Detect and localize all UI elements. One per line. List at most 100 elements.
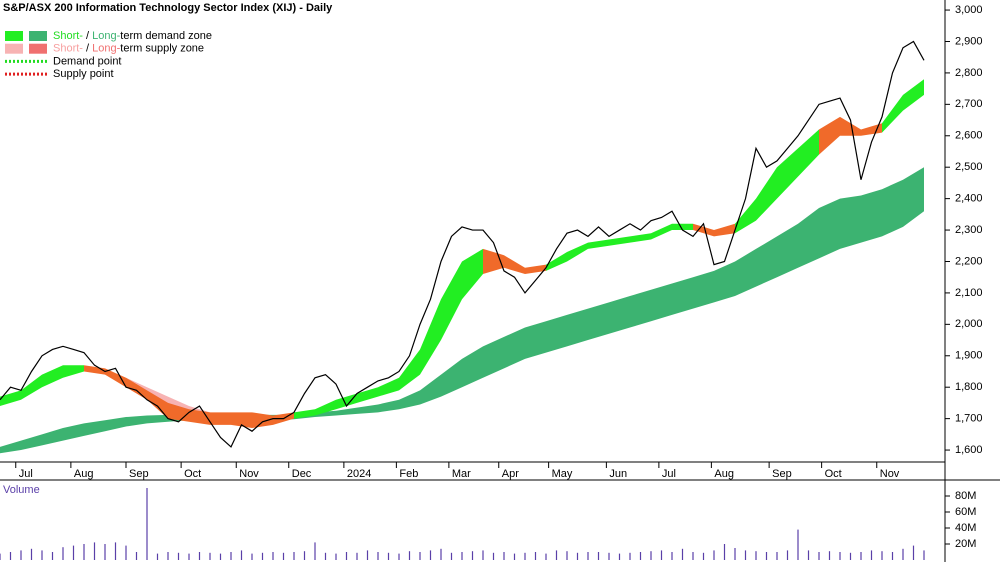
- volume-bar: [860, 552, 862, 560]
- volume-bar: [230, 552, 232, 560]
- legend-text-part: Long-: [92, 30, 120, 42]
- volume-bar: [345, 552, 348, 560]
- volume-bar: [524, 552, 526, 560]
- x-tick-label: Aug: [714, 468, 734, 480]
- x-tick-label: 2024: [347, 468, 371, 480]
- legend-swatch: [29, 43, 47, 54]
- volume-title: Volume: [3, 484, 40, 496]
- volume-bar: [639, 552, 642, 560]
- volume-bar: [849, 552, 852, 560]
- x-tick-label: Jun: [609, 468, 627, 480]
- volume-bar: [377, 552, 379, 560]
- volume-bar: [608, 552, 610, 560]
- x-tick-label: Dec: [292, 468, 312, 480]
- zone-band: [693, 223, 735, 237]
- legend-text-part: Long-: [92, 43, 120, 55]
- y-tick-label: 1,600: [955, 444, 983, 456]
- volume-bar: [293, 552, 295, 560]
- legend-text-part: /: [83, 43, 92, 55]
- volume-bar: [471, 551, 474, 560]
- volume-bar: [839, 552, 841, 560]
- volume-bar: [797, 529, 799, 560]
- volume-bar: [251, 553, 253, 560]
- volume-bar: [734, 548, 736, 560]
- y-tick-label: 1,900: [955, 350, 983, 362]
- volume-y-tick-label: 80M: [955, 490, 976, 502]
- volume-bar: [923, 550, 925, 560]
- volume-bar: [660, 550, 663, 560]
- legend-text-part: Short-: [53, 30, 83, 42]
- legend-text-part: term supply zone: [120, 43, 204, 55]
- volume-bar: [429, 550, 432, 560]
- y-tick-label: 2,800: [955, 67, 983, 79]
- volume-bar: [881, 551, 883, 560]
- x-tick-label: Nov: [239, 468, 259, 480]
- volume-bar: [461, 552, 463, 560]
- volume-bar: [167, 552, 169, 560]
- legend-label: Supply point: [53, 68, 114, 80]
- volume-bar: [125, 545, 127, 560]
- volume-bar: [398, 553, 400, 560]
- volume-bar: [135, 552, 138, 560]
- volume-bar: [272, 552, 274, 560]
- volume-bar: [513, 553, 516, 560]
- volume-bar: [629, 552, 631, 560]
- volume-bar: [62, 547, 64, 560]
- volume-y-tick-label: 20M: [955, 538, 976, 550]
- volume-bar: [482, 550, 484, 560]
- legend-text-part: /: [83, 30, 92, 42]
- volume-bar: [597, 552, 600, 560]
- volume-bar: [177, 552, 180, 560]
- volume-bar: [146, 488, 148, 560]
- zone-band: [735, 129, 819, 234]
- volume-bar: [807, 550, 810, 560]
- x-tick-label: Jul: [662, 468, 676, 480]
- zone-band: [483, 248, 546, 275]
- legend-label: Demand point: [53, 55, 122, 67]
- volume-bar: [114, 542, 117, 560]
- volume-bar: [618, 553, 621, 560]
- zone-band: [546, 223, 693, 271]
- volume-bar: [828, 551, 831, 560]
- volume-bar: [104, 544, 106, 560]
- volume-bar: [198, 552, 201, 560]
- zone-band: [819, 116, 882, 155]
- x-tick-label: Apr: [502, 468, 519, 480]
- volume-bar: [261, 552, 264, 560]
- volume-bar: [765, 552, 768, 560]
- volume-bar: [702, 552, 705, 560]
- volume-bar: [219, 553, 222, 560]
- legend-label: Short- / Long-term supply zone: [53, 43, 204, 55]
- y-tick-label: 3,000: [955, 4, 983, 16]
- volume-y-tick-label: 60M: [955, 506, 976, 518]
- x-tick-label: Mar: [452, 468, 471, 480]
- volume-bar: [314, 542, 316, 560]
- y-tick-label: 2,000: [955, 318, 983, 330]
- y-tick-label: 2,100: [955, 287, 983, 299]
- volume-bar: [492, 552, 495, 560]
- volume-bar: [440, 548, 442, 560]
- y-tick-label: 2,400: [955, 193, 983, 205]
- volume-bar: [72, 545, 75, 560]
- volume-y-tick-label: 40M: [955, 522, 976, 534]
- y-tick-label: 2,200: [955, 255, 983, 267]
- volume-bar: [41, 550, 43, 560]
- y-tick-label: 2,700: [955, 98, 983, 110]
- volume-bar: [755, 551, 757, 560]
- x-tick-label: Jul: [19, 468, 33, 480]
- x-tick-label: Sep: [129, 468, 149, 480]
- x-tick-label: Oct: [184, 468, 201, 480]
- chart-title: S&P/ASX 200 Information Technology Secto…: [3, 2, 333, 14]
- volume-bar: [20, 550, 22, 560]
- legend-label: Short- / Long-term demand zone: [53, 30, 212, 42]
- zone-band: [0, 167, 924, 454]
- volume-bar: [9, 552, 12, 560]
- volume-bar: [786, 550, 789, 560]
- volume-bar: [902, 548, 904, 560]
- volume-bar: [545, 553, 547, 560]
- volume-bar: [188, 553, 190, 560]
- volume-bar: [408, 551, 411, 560]
